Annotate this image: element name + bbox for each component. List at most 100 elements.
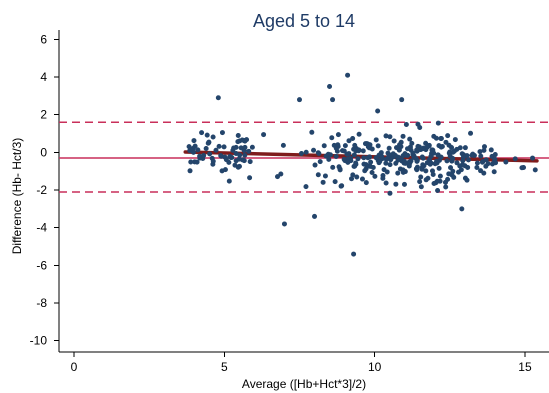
- data-point: [221, 144, 227, 150]
- data-point: [199, 130, 205, 136]
- y-tick-label: -10: [30, 334, 48, 348]
- axes: [58, 30, 549, 353]
- data-point: [459, 151, 465, 157]
- data-point: [317, 159, 323, 165]
- data-point: [435, 120, 441, 126]
- data-point: [464, 177, 470, 183]
- data-point: [369, 169, 375, 175]
- data-point: [309, 129, 315, 135]
- data-point: [247, 159, 253, 165]
- data-point: [190, 149, 196, 155]
- ticks: -10 -8 -6 -4 -2 0 2 4 6 0 5 10 15: [30, 32, 532, 374]
- data-point: [218, 153, 224, 159]
- data-point: [388, 157, 394, 163]
- data-point: [194, 159, 200, 165]
- data-point: [414, 147, 420, 153]
- data-point: [298, 151, 304, 157]
- data-point: [235, 132, 241, 138]
- data-point: [375, 108, 381, 114]
- data-point: [445, 176, 451, 182]
- data-point: [407, 136, 413, 142]
- data-point: [492, 152, 498, 158]
- data-point: [445, 133, 451, 139]
- data-point: [444, 158, 450, 164]
- data-point: [403, 122, 409, 128]
- data-point: [359, 176, 365, 182]
- data-point: [223, 157, 229, 163]
- data-point: [432, 161, 438, 167]
- data-point: [203, 146, 209, 152]
- data-point: [231, 145, 237, 151]
- data-point: [384, 169, 390, 175]
- data-point: [350, 172, 356, 178]
- data-point: [215, 95, 221, 101]
- data-point: [327, 152, 333, 158]
- data-point: [481, 144, 487, 150]
- data-point: [437, 173, 443, 179]
- data-point: [438, 135, 444, 141]
- data-point: [401, 181, 407, 187]
- data-point: [488, 147, 494, 153]
- data-point: [409, 140, 415, 146]
- data-point: [363, 180, 369, 186]
- data-point: [503, 159, 509, 165]
- data-point: [450, 168, 456, 174]
- data-point: [312, 213, 318, 219]
- data-point: [348, 158, 354, 164]
- data-point: [235, 139, 241, 145]
- data-point: [434, 178, 440, 184]
- data-point: [423, 140, 429, 146]
- data-point: [303, 149, 309, 155]
- data-point: [187, 168, 193, 174]
- data-point: [474, 160, 480, 166]
- data-point: [321, 143, 327, 149]
- data-point: [454, 160, 460, 166]
- data-point: [281, 221, 287, 227]
- data-point: [204, 132, 210, 138]
- data-point: [356, 131, 362, 137]
- data-point: [474, 165, 480, 171]
- data-point: [393, 181, 399, 187]
- data-point: [216, 143, 222, 149]
- data-point: [210, 158, 216, 164]
- data-point: [469, 152, 475, 158]
- y-tick-label: -8: [36, 296, 47, 310]
- data-point: [468, 130, 474, 136]
- data-point: [213, 147, 219, 153]
- y-tick-label: 4: [40, 70, 47, 84]
- data-point: [418, 174, 424, 180]
- data-point: [459, 206, 465, 212]
- x-tick-label: 15: [518, 360, 532, 374]
- data-point: [365, 155, 371, 161]
- data-point: [405, 146, 411, 152]
- data-point: [435, 187, 441, 193]
- data-point: [451, 174, 457, 180]
- data-point: [373, 155, 379, 161]
- data-point: [188, 159, 194, 165]
- data-point: [400, 133, 406, 139]
- data-point: [443, 139, 449, 145]
- data-point: [399, 97, 405, 103]
- data-point: [423, 168, 429, 174]
- data-point: [246, 148, 252, 154]
- data-point: [312, 162, 318, 168]
- data-point: [236, 156, 242, 162]
- data-point: [383, 160, 389, 166]
- y-tick-label: 2: [40, 108, 47, 122]
- data-point: [375, 143, 381, 149]
- data-point: [320, 179, 326, 185]
- data-point: [532, 167, 538, 173]
- data-point: [366, 145, 372, 151]
- data-point: [383, 133, 389, 139]
- data-point: [207, 151, 213, 157]
- data-point: [353, 161, 359, 167]
- data-point: [247, 175, 253, 181]
- x-tick-label: 5: [221, 360, 228, 374]
- data-point: [530, 155, 536, 161]
- data-point: [327, 83, 333, 89]
- y-axis-label: Difference (Hb- Hct/3): [10, 138, 24, 254]
- data-point: [296, 97, 302, 103]
- data-point: [519, 165, 525, 171]
- data-point: [233, 151, 239, 157]
